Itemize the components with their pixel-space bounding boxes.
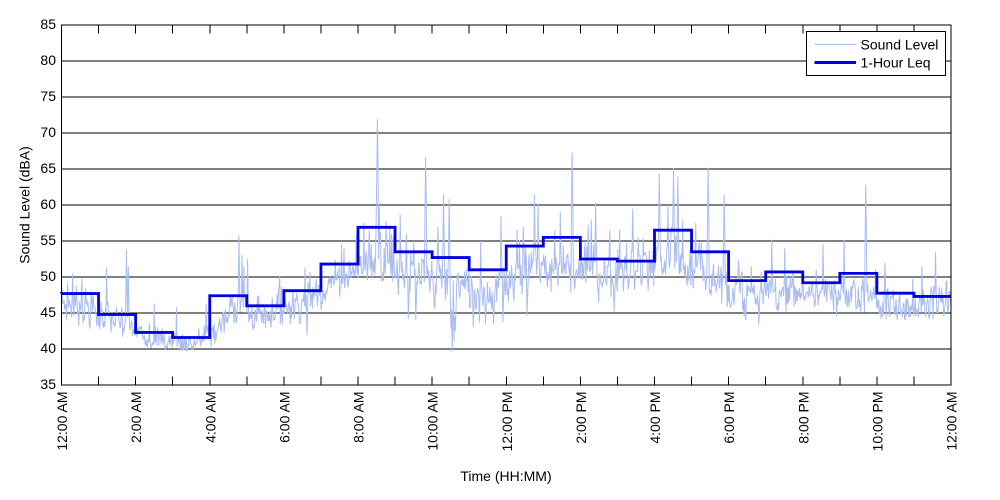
svg-text:Sound Level (dBA): Sound Level (dBA)	[17, 146, 33, 264]
svg-text:55: 55	[40, 232, 56, 248]
svg-text:50: 50	[40, 268, 56, 284]
svg-text:8:00 AM: 8:00 AM	[351, 392, 367, 443]
svg-text:10:00 PM: 10:00 PM	[869, 392, 885, 452]
svg-text:4:00 PM: 4:00 PM	[647, 392, 663, 444]
svg-text:40: 40	[40, 340, 56, 356]
svg-text:1-Hour Leq: 1-Hour Leq	[861, 54, 931, 70]
svg-text:6:00 PM: 6:00 PM	[721, 392, 737, 444]
svg-text:Time (HH:MM): Time (HH:MM)	[460, 468, 551, 484]
svg-text:10:00 AM: 10:00 AM	[425, 392, 441, 451]
svg-text:2:00 PM: 2:00 PM	[573, 392, 589, 444]
svg-text:45: 45	[40, 304, 56, 320]
svg-text:70: 70	[40, 124, 56, 140]
svg-text:80: 80	[40, 52, 56, 68]
svg-text:12:00 PM: 12:00 PM	[499, 392, 515, 452]
svg-text:60: 60	[40, 196, 56, 212]
svg-text:4:00 AM: 4:00 AM	[202, 392, 218, 443]
svg-text:2:00 AM: 2:00 AM	[128, 392, 144, 443]
svg-text:Sound Level: Sound Level	[861, 36, 939, 52]
svg-text:35: 35	[40, 376, 56, 392]
svg-text:12:00 AM: 12:00 AM	[944, 392, 960, 451]
svg-text:8:00 PM: 8:00 PM	[795, 392, 811, 444]
svg-text:85: 85	[40, 16, 56, 32]
svg-text:75: 75	[40, 88, 56, 104]
svg-text:12:00 AM: 12:00 AM	[54, 392, 70, 451]
svg-text:65: 65	[40, 160, 56, 176]
svg-text:6:00 AM: 6:00 AM	[276, 392, 292, 443]
